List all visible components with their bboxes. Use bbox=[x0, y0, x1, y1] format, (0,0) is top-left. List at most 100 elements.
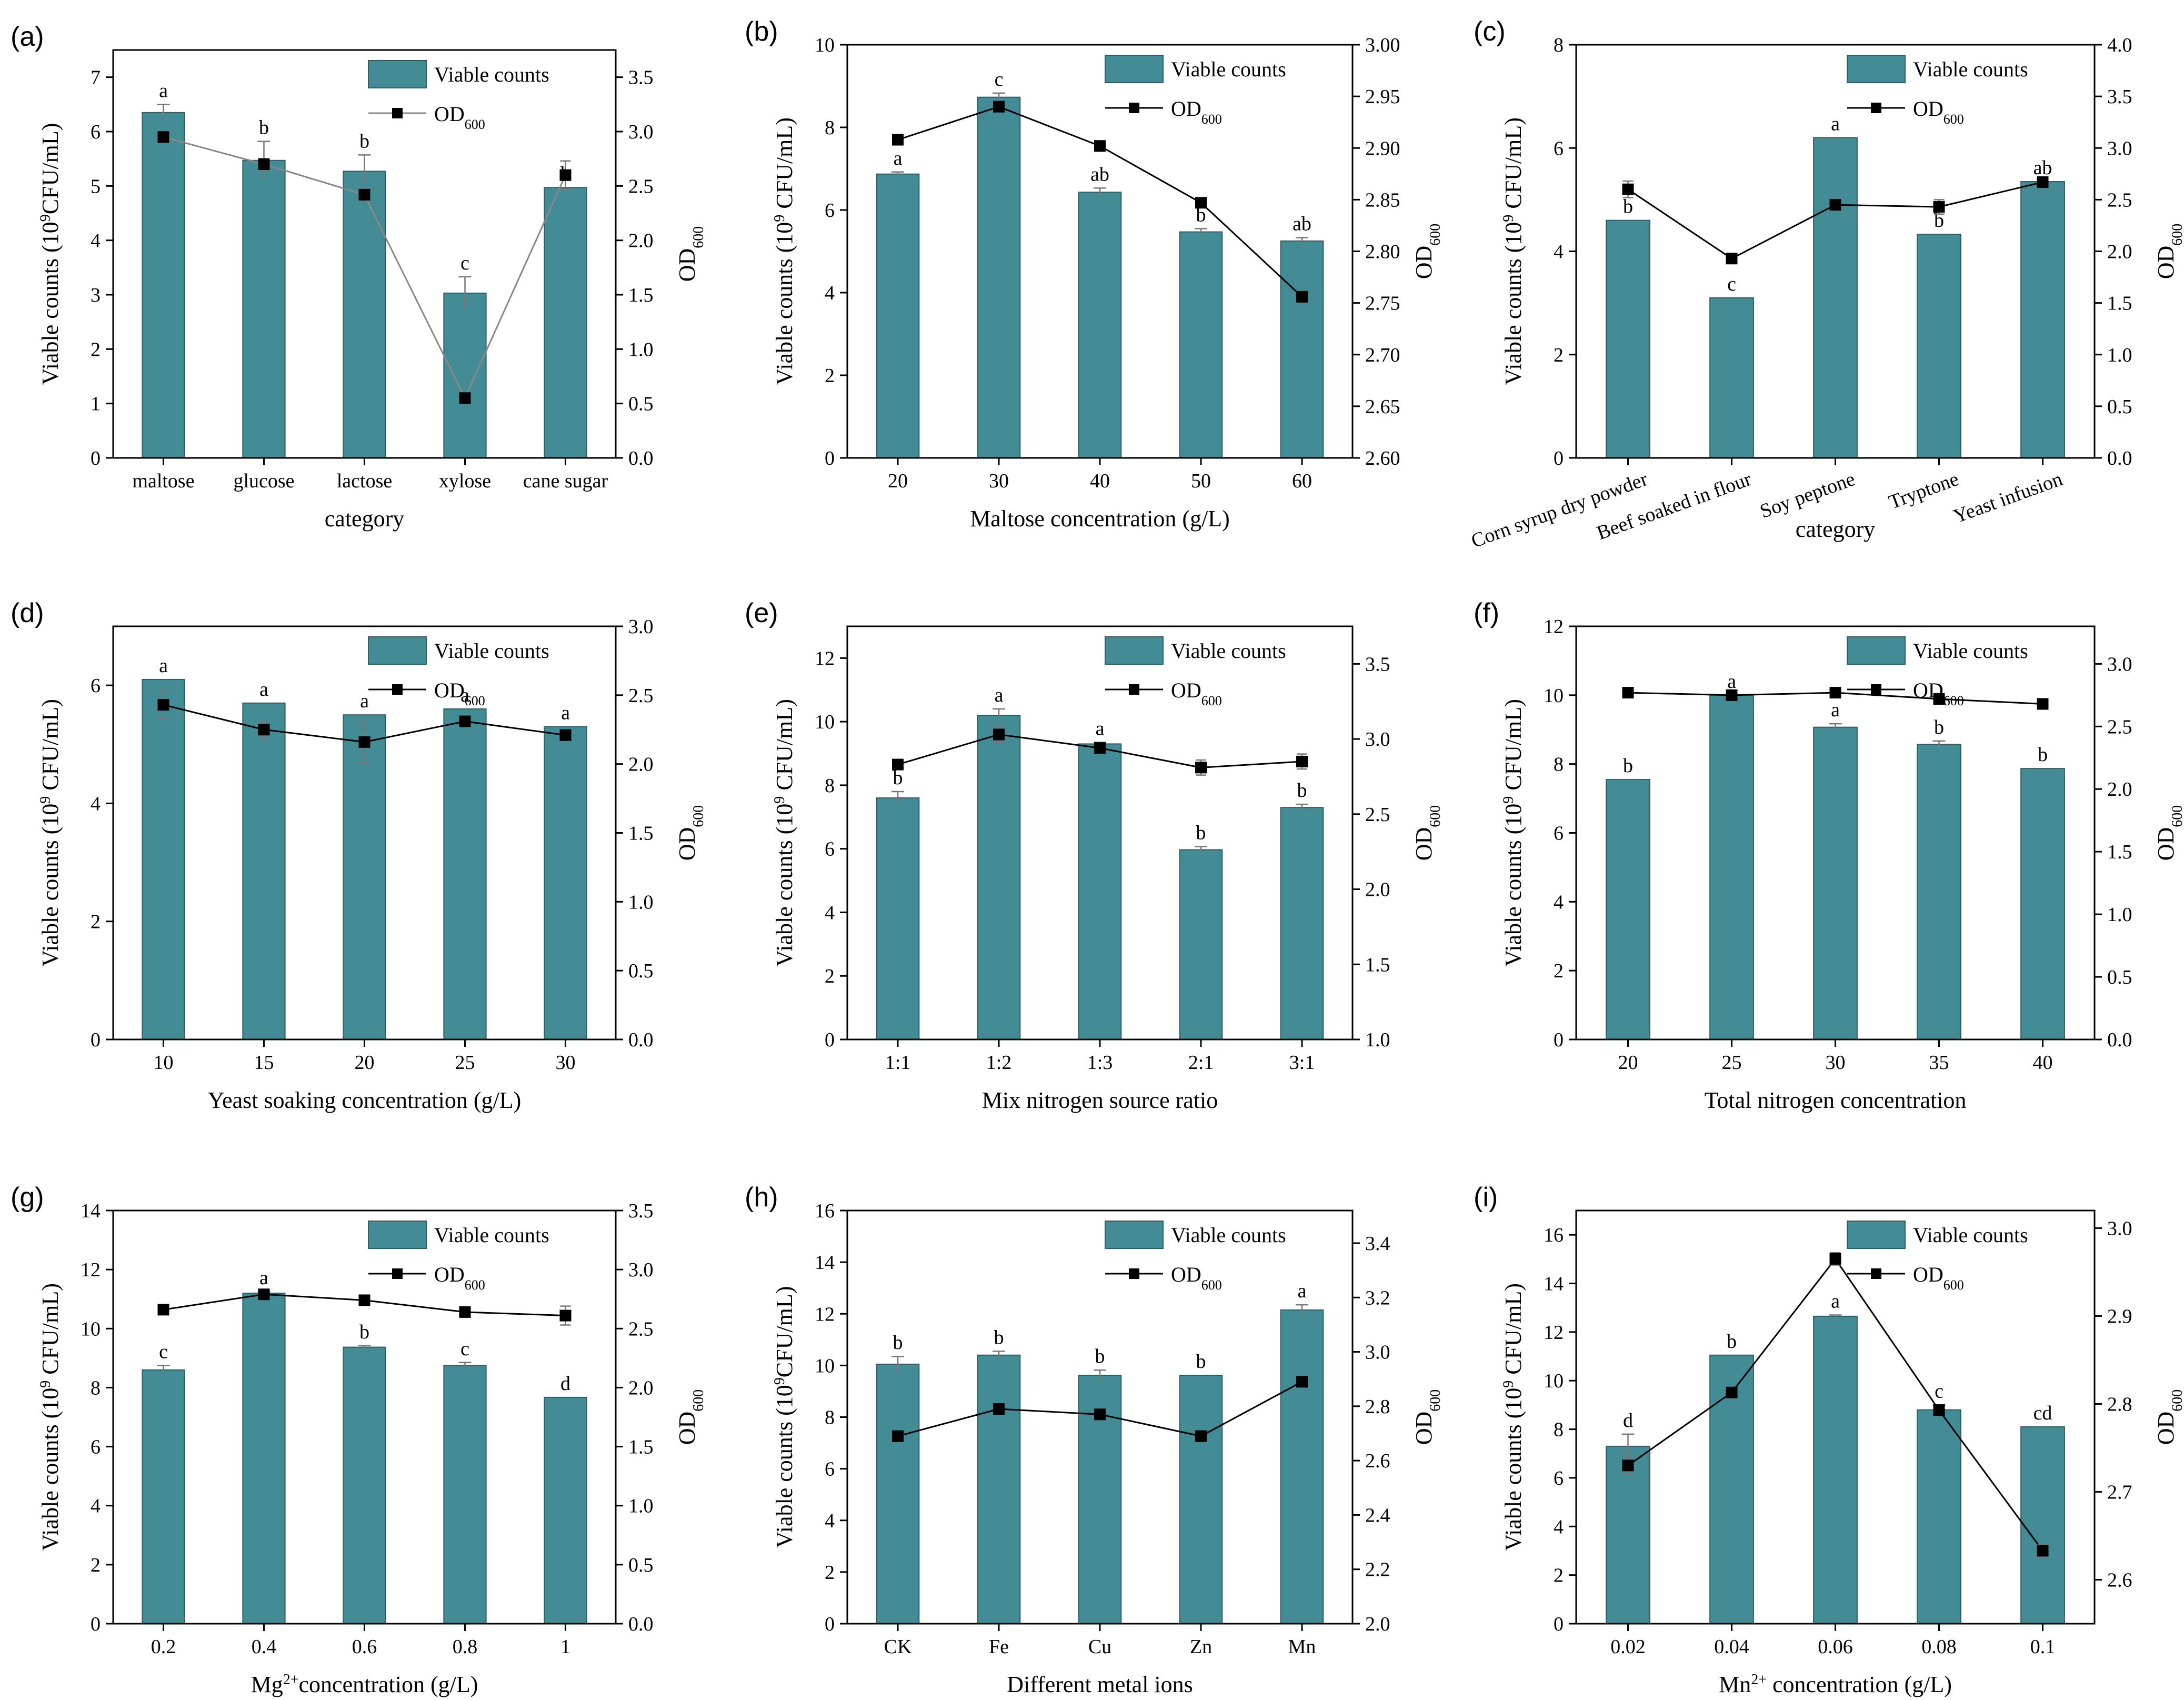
y-tick-label: 2 bbox=[1554, 344, 1564, 366]
x-axis-title: Mg2+concentration (g/L) bbox=[251, 1672, 478, 1698]
od600-point bbox=[1094, 140, 1106, 152]
x-tick-label: 0.08 bbox=[1921, 1636, 1957, 1658]
y2-tick-label: 2.6 bbox=[2107, 1569, 2132, 1591]
y2-tick-label: 1.5 bbox=[2107, 293, 2132, 315]
y-tick-label: 4 bbox=[91, 230, 101, 252]
viable-bar bbox=[1813, 137, 1858, 458]
x-tick-label: 15 bbox=[254, 1052, 274, 1074]
significance-letter: b bbox=[1934, 209, 1944, 232]
y2-tick-label: 1.0 bbox=[628, 891, 654, 913]
significance-letter: b bbox=[994, 1326, 1004, 1348]
significance-letter: a bbox=[460, 684, 469, 706]
viable-bar bbox=[343, 1346, 386, 1624]
significance-letter: b bbox=[259, 117, 269, 139]
significance-letter: ab bbox=[2033, 157, 2052, 179]
significance-letter: c bbox=[460, 252, 469, 274]
y2-tick-label: 2.2 bbox=[1365, 1559, 1390, 1581]
y2-axis-title: OD600 bbox=[674, 805, 707, 861]
y-tick-label: 8 bbox=[825, 117, 835, 139]
x-tick-label: 1:3 bbox=[1087, 1052, 1113, 1074]
legend-bar-swatch bbox=[1105, 55, 1164, 83]
y2-tick-label: 2.70 bbox=[1365, 344, 1400, 366]
od600-point bbox=[1296, 755, 1308, 767]
y2-axis-title: OD600 bbox=[2153, 1389, 2184, 1445]
x-tick-label: 40 bbox=[2033, 1052, 2053, 1074]
significance-letter: b bbox=[1196, 204, 1206, 226]
y2-axis-title: OD600 bbox=[2153, 224, 2184, 279]
legend-line-marker bbox=[1871, 684, 1881, 695]
viable-bar bbox=[1813, 726, 1858, 1040]
x-tick-label: 20 bbox=[355, 1052, 375, 1074]
viable-bar bbox=[2020, 768, 2065, 1040]
x-tick-label: Soy peptone bbox=[1757, 468, 1858, 523]
y-axis-title: Viable counts (109 CFU/mL) bbox=[1500, 1283, 1527, 1551]
od600-point bbox=[1726, 689, 1738, 701]
significance-letter: cd bbox=[2033, 1402, 2052, 1424]
x-tick-label: lactose bbox=[337, 470, 393, 492]
y2-tick-label: 3.0 bbox=[628, 121, 654, 143]
od600-point bbox=[459, 1306, 471, 1318]
significance-letter: a bbox=[259, 1267, 268, 1289]
y2-tick-label: 0.0 bbox=[2107, 1029, 2132, 1051]
y2-tick-label: 1.5 bbox=[1365, 954, 1390, 976]
x-tick-label: 10 bbox=[154, 1052, 174, 1074]
legend-line-label: OD600 bbox=[434, 1263, 485, 1293]
viable-bar bbox=[876, 1363, 920, 1624]
viable-bar bbox=[876, 797, 920, 1040]
panel-e: (e) b a a b b 0 2 4 6 8 10 12 1.0 1.5 2.0 2.5 3.0 3.5 1:1 1:… bbox=[745, 598, 1444, 1113]
od600-point bbox=[2037, 698, 2049, 710]
od600-point bbox=[1195, 762, 1207, 774]
y-axis-title: Viable counts (109 CFU/mL) bbox=[1500, 699, 1527, 967]
panel-f: (f) b a a b b 0 2 4 6 8 10 12 0.0 0.5 1.0 1.5 2.0 2.5 3.0 20… bbox=[1474, 598, 2184, 1113]
y2-tick-label: 0.5 bbox=[2107, 966, 2132, 988]
od600-point bbox=[559, 1309, 572, 1322]
x-tick-label: 50 bbox=[1191, 470, 1211, 492]
viable-bar bbox=[142, 112, 185, 459]
y-tick-label: 16 bbox=[1544, 1224, 1564, 1246]
legend-line-marker bbox=[1129, 684, 1139, 695]
significance-letter: b bbox=[893, 1332, 903, 1354]
significance-letter: a bbox=[1096, 717, 1105, 739]
y2-tick-label: 1.0 bbox=[2107, 904, 2132, 926]
y2-tick-label: 2.7 bbox=[2107, 1481, 2132, 1503]
y2-tick-label: 3.5 bbox=[628, 1200, 654, 1222]
y-axis-title: Viable counts (109 CFU/mL) bbox=[1500, 117, 1527, 385]
y-tick-label: 4 bbox=[1554, 1516, 1564, 1538]
viable-bar bbox=[876, 173, 920, 458]
significance-letter: b bbox=[1196, 822, 1206, 844]
viable-bar bbox=[1280, 240, 1324, 458]
od600-point bbox=[559, 729, 572, 741]
y-tick-label: 4 bbox=[1554, 241, 1564, 263]
x-tick-label: 25 bbox=[455, 1052, 475, 1074]
od600-point bbox=[892, 1430, 904, 1442]
y-tick-label: 4 bbox=[1554, 891, 1564, 913]
od600-point bbox=[1933, 1404, 1945, 1416]
panel-tag: (c) bbox=[1474, 16, 1506, 47]
significance-letter: a bbox=[360, 690, 369, 712]
x-tick-label: 0.8 bbox=[453, 1636, 478, 1658]
y-axis-title: Viable counts (109 CFU/mL) bbox=[772, 117, 798, 385]
y-tick-label: 6 bbox=[91, 675, 101, 697]
viable-bar bbox=[1917, 234, 1961, 458]
significance-letter: d bbox=[560, 1373, 570, 1395]
x-tick-label: Cu bbox=[1088, 1636, 1111, 1658]
y-tick-label: 8 bbox=[1554, 754, 1564, 776]
x-tick-label: maltose bbox=[132, 470, 194, 492]
panel-tag: (e) bbox=[745, 598, 778, 628]
y2-tick-label: 2.8 bbox=[1365, 1396, 1390, 1418]
x-tick-label: 0.4 bbox=[252, 1636, 277, 1658]
viable-bar bbox=[1179, 1375, 1223, 1625]
y-tick-label: 12 bbox=[1544, 616, 1564, 638]
significance-letter: a bbox=[995, 684, 1004, 706]
significance-letter: b bbox=[1727, 1331, 1737, 1353]
significance-letter: b bbox=[2038, 744, 2048, 766]
y-tick-label: 3 bbox=[91, 284, 101, 306]
viable-bar bbox=[1078, 743, 1122, 1040]
y2-tick-label: 2.95 bbox=[1365, 86, 1400, 108]
viable-bar bbox=[343, 171, 386, 458]
viable-bar bbox=[1179, 231, 1223, 458]
y-tick-label: 2 bbox=[1554, 1565, 1564, 1587]
y-tick-label: 6 bbox=[1554, 1467, 1564, 1489]
y-axis-title: Viable counts (109 CFU/mL) bbox=[772, 699, 798, 967]
y2-tick-label: 2.0 bbox=[1365, 1613, 1390, 1635]
